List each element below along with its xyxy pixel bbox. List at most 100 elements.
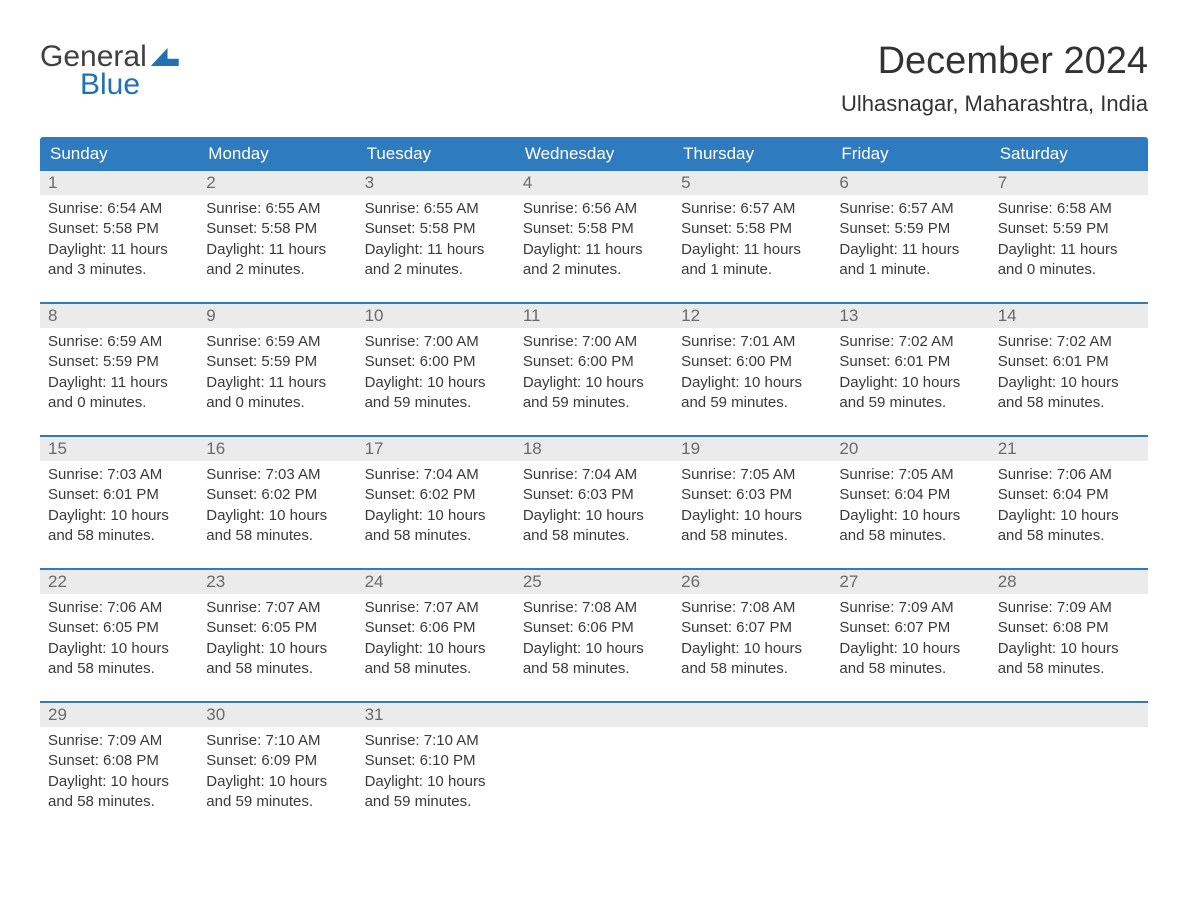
day-content: Sunrise: 7:08 AMSunset: 6:06 PMDaylight:…	[515, 594, 673, 689]
sunrise-text: Sunrise: 7:05 AM	[839, 465, 981, 485]
day-header-thursday: Thursday	[673, 137, 831, 171]
day-content: Sunrise: 7:06 AMSunset: 6:05 PMDaylight:…	[40, 594, 198, 689]
title-block: December 2024 Ulhasnagar, Maharashtra, I…	[841, 40, 1148, 117]
daylight-text-1: Daylight: 10 hours	[839, 639, 981, 659]
sunrise-text: Sunrise: 7:00 AM	[365, 332, 507, 352]
day-content: Sunrise: 7:09 AMSunset: 6:08 PMDaylight:…	[990, 594, 1148, 689]
day-content: Sunrise: 6:58 AMSunset: 5:59 PMDaylight:…	[990, 195, 1148, 290]
page-header: General Blue December 2024 Ulhasnagar, M…	[40, 40, 1148, 117]
sunrise-text: Sunrise: 7:09 AM	[998, 598, 1140, 618]
day-number: 10	[357, 304, 515, 328]
sunset-text: Sunset: 6:01 PM	[839, 352, 981, 372]
daylight-text-2: and 58 minutes.	[998, 526, 1140, 546]
sunset-text: Sunset: 5:59 PM	[998, 219, 1140, 239]
daylight-text-1: Daylight: 10 hours	[365, 373, 507, 393]
week-row: 22232425262728Sunrise: 7:06 AMSunset: 6:…	[40, 568, 1148, 689]
day-number	[515, 703, 673, 727]
sunset-text: Sunset: 6:09 PM	[206, 751, 348, 771]
sunset-text: Sunset: 6:00 PM	[681, 352, 823, 372]
day-number: 30	[198, 703, 356, 727]
day-content: Sunrise: 6:57 AMSunset: 5:59 PMDaylight:…	[831, 195, 989, 290]
daylight-text-2: and 58 minutes.	[48, 792, 190, 812]
day-content: Sunrise: 7:07 AMSunset: 6:05 PMDaylight:…	[198, 594, 356, 689]
sunrise-text: Sunrise: 7:03 AM	[48, 465, 190, 485]
day-content	[515, 727, 673, 822]
daylight-text-2: and 58 minutes.	[681, 659, 823, 679]
daylight-text-2: and 58 minutes.	[523, 526, 665, 546]
day-number: 2	[198, 171, 356, 195]
day-content: Sunrise: 7:10 AMSunset: 6:09 PMDaylight:…	[198, 727, 356, 822]
day-content: Sunrise: 7:06 AMSunset: 6:04 PMDaylight:…	[990, 461, 1148, 556]
day-content: Sunrise: 7:09 AMSunset: 6:08 PMDaylight:…	[40, 727, 198, 822]
sunrise-text: Sunrise: 6:55 AM	[365, 199, 507, 219]
sunset-text: Sunset: 6:02 PM	[206, 485, 348, 505]
sunset-text: Sunset: 6:08 PM	[48, 751, 190, 771]
day-content: Sunrise: 7:01 AMSunset: 6:00 PMDaylight:…	[673, 328, 831, 423]
day-number: 6	[831, 171, 989, 195]
daylight-text-1: Daylight: 11 hours	[365, 240, 507, 260]
daylight-text-2: and 58 minutes.	[523, 659, 665, 679]
daylight-text-1: Daylight: 10 hours	[523, 373, 665, 393]
week-row: 1234567Sunrise: 6:54 AMSunset: 5:58 PMDa…	[40, 171, 1148, 290]
sunrise-text: Sunrise: 7:08 AM	[523, 598, 665, 618]
day-header-saturday: Saturday	[990, 137, 1148, 171]
day-header-tuesday: Tuesday	[357, 137, 515, 171]
sunset-text: Sunset: 5:59 PM	[206, 352, 348, 372]
sunrise-text: Sunrise: 7:01 AM	[681, 332, 823, 352]
daylight-text-1: Daylight: 10 hours	[48, 772, 190, 792]
daylight-text-1: Daylight: 11 hours	[206, 240, 348, 260]
sunset-text: Sunset: 6:06 PM	[523, 618, 665, 638]
sunrise-text: Sunrise: 7:07 AM	[206, 598, 348, 618]
day-contents-row: Sunrise: 6:54 AMSunset: 5:58 PMDaylight:…	[40, 195, 1148, 290]
daylight-text-2: and 58 minutes.	[839, 526, 981, 546]
daylight-text-2: and 2 minutes.	[206, 260, 348, 280]
sunrise-text: Sunrise: 6:56 AM	[523, 199, 665, 219]
sunset-text: Sunset: 5:59 PM	[48, 352, 190, 372]
sunrise-text: Sunrise: 7:00 AM	[523, 332, 665, 352]
sunset-text: Sunset: 6:03 PM	[681, 485, 823, 505]
day-number	[990, 703, 1148, 727]
day-number: 24	[357, 570, 515, 594]
sunrise-text: Sunrise: 7:07 AM	[365, 598, 507, 618]
daylight-text-2: and 58 minutes.	[998, 393, 1140, 413]
day-header-monday: Monday	[198, 137, 356, 171]
day-headers-row: Sunday Monday Tuesday Wednesday Thursday…	[40, 137, 1148, 171]
day-number: 9	[198, 304, 356, 328]
sunset-text: Sunset: 5:59 PM	[839, 219, 981, 239]
sunset-text: Sunset: 6:00 PM	[365, 352, 507, 372]
day-content	[673, 727, 831, 822]
sunset-text: Sunset: 6:00 PM	[523, 352, 665, 372]
daylight-text-1: Daylight: 10 hours	[681, 373, 823, 393]
daylight-text-2: and 58 minutes.	[998, 659, 1140, 679]
sunset-text: Sunset: 6:06 PM	[365, 618, 507, 638]
day-content: Sunrise: 6:54 AMSunset: 5:58 PMDaylight:…	[40, 195, 198, 290]
day-content: Sunrise: 7:04 AMSunset: 6:03 PMDaylight:…	[515, 461, 673, 556]
sunset-text: Sunset: 6:04 PM	[998, 485, 1140, 505]
sunrise-text: Sunrise: 7:08 AM	[681, 598, 823, 618]
day-content: Sunrise: 7:07 AMSunset: 6:06 PMDaylight:…	[357, 594, 515, 689]
daylight-text-2: and 59 minutes.	[206, 792, 348, 812]
sunrise-text: Sunrise: 7:04 AM	[523, 465, 665, 485]
day-number: 16	[198, 437, 356, 461]
day-number: 4	[515, 171, 673, 195]
logo-flag-icon	[151, 48, 179, 66]
day-contents-row: Sunrise: 6:59 AMSunset: 5:59 PMDaylight:…	[40, 328, 1148, 423]
week-row: 15161718192021Sunrise: 7:03 AMSunset: 6:…	[40, 435, 1148, 556]
day-number: 17	[357, 437, 515, 461]
day-number: 18	[515, 437, 673, 461]
daylight-text-2: and 58 minutes.	[206, 526, 348, 546]
day-number: 20	[831, 437, 989, 461]
sunrise-text: Sunrise: 7:06 AM	[998, 465, 1140, 485]
sunrise-text: Sunrise: 6:54 AM	[48, 199, 190, 219]
day-number: 11	[515, 304, 673, 328]
daylight-text-2: and 58 minutes.	[48, 526, 190, 546]
sunrise-text: Sunrise: 7:05 AM	[681, 465, 823, 485]
day-content: Sunrise: 7:05 AMSunset: 6:03 PMDaylight:…	[673, 461, 831, 556]
daylight-text-2: and 58 minutes.	[681, 526, 823, 546]
daylight-text-2: and 1 minute.	[839, 260, 981, 280]
calendar: Sunday Monday Tuesday Wednesday Thursday…	[40, 137, 1148, 822]
day-number	[831, 703, 989, 727]
day-content: Sunrise: 6:56 AMSunset: 5:58 PMDaylight:…	[515, 195, 673, 290]
daylight-text-1: Daylight: 11 hours	[523, 240, 665, 260]
daylight-text-2: and 2 minutes.	[365, 260, 507, 280]
